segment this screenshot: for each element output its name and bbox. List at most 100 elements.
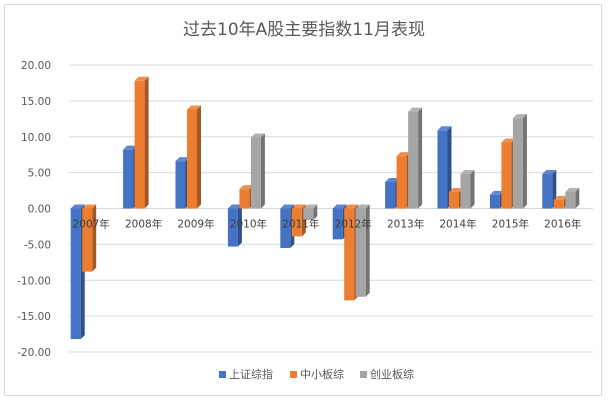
bar-side — [197, 105, 201, 209]
bar — [565, 187, 580, 209]
bar-top — [291, 204, 306, 209]
legend-label: 中小板综 — [300, 367, 344, 381]
y-tick-label: 5.00 — [28, 168, 51, 180]
bar-front — [70, 208, 81, 340]
bar-top — [385, 177, 400, 182]
legend-swatch — [360, 371, 367, 378]
bar-front — [227, 208, 238, 247]
bar-front — [542, 174, 553, 209]
bar-front — [460, 174, 471, 209]
bar-front — [187, 109, 197, 209]
bar — [187, 105, 201, 209]
y-tick-label: -5.00 — [24, 239, 51, 251]
bar-side — [522, 114, 527, 209]
y-tick-label: 0.00 — [28, 204, 51, 216]
y-tick-label: 10.00 — [21, 132, 51, 144]
bar-front — [250, 137, 261, 209]
bar-top — [542, 170, 557, 175]
bar-front — [501, 142, 512, 209]
bar-side — [447, 126, 452, 209]
legend: 上证综指 中小板综 创业板综 — [219, 367, 414, 381]
bar — [355, 204, 370, 297]
bar-top — [332, 204, 347, 209]
bar-top — [449, 187, 463, 192]
y-tick-label: 20.00 — [21, 60, 51, 72]
bar-top — [408, 107, 423, 112]
bar-front — [123, 149, 134, 209]
legend-label: 上证综指 — [229, 367, 273, 381]
bar-front — [437, 130, 448, 209]
bars — [70, 76, 580, 340]
bar-front — [175, 161, 186, 209]
legend-label: 创业板综 — [370, 367, 414, 381]
y-tick-label: -15.00 — [17, 311, 51, 323]
bar-top — [355, 204, 370, 209]
bar-front — [396, 156, 407, 209]
bar — [227, 204, 242, 247]
x-category-label: 2010年 — [230, 218, 267, 231]
x-category-label: 2007年 — [73, 218, 110, 231]
bar-side — [365, 204, 370, 297]
bar-front — [408, 111, 419, 209]
bar — [512, 114, 527, 209]
bar-front — [134, 80, 145, 209]
bar-top — [239, 185, 254, 190]
x-axis-category-labels: 2007年 2008年 2009年 2010年 2011年 2012年 2013年 2014年… — [73, 218, 582, 231]
bar-front — [344, 208, 355, 301]
bar-front — [385, 181, 396, 209]
bar-top — [489, 190, 504, 195]
bar-front — [565, 191, 576, 209]
bar — [437, 126, 452, 209]
x-category-label: 2008年 — [125, 218, 162, 231]
bar — [408, 107, 423, 209]
bar-side — [418, 107, 423, 209]
bar-front — [449, 191, 459, 209]
bar-top — [134, 76, 149, 81]
bar-top — [553, 195, 568, 200]
bar — [250, 133, 265, 209]
bar-front — [303, 208, 314, 220]
x-category-label: 2015年 — [492, 218, 529, 231]
bar — [460, 170, 475, 209]
bar-side — [470, 170, 475, 209]
bar-top — [187, 105, 201, 110]
x-category-label: 2011年 — [282, 218, 319, 231]
legend-swatch — [219, 371, 226, 378]
x-category-label: 2013年 — [387, 218, 424, 231]
x-category-label: 2014年 — [439, 218, 476, 231]
bar — [303, 204, 318, 220]
bar-front — [512, 118, 523, 209]
bar-top — [250, 133, 265, 138]
bar-side — [260, 133, 265, 209]
y-tick-label: -20.00 — [17, 347, 51, 359]
bar-front — [355, 208, 366, 297]
bar-front — [489, 194, 500, 209]
bar-top — [82, 204, 97, 209]
y-tick-label: 15.00 — [21, 96, 51, 108]
chart-frame: 过去10年A股主要指数11月表现 20.00 15.00 10.00 5.00 0.00… — [4, 4, 602, 396]
bar-side — [144, 76, 149, 209]
bar-front — [553, 199, 564, 209]
bar-front — [239, 189, 250, 209]
bar — [82, 204, 97, 272]
bar-top — [303, 204, 318, 209]
x-category-label: 2009年 — [177, 218, 214, 231]
legend-swatch — [290, 371, 297, 378]
bar-top — [501, 138, 516, 143]
bar — [134, 76, 149, 209]
bar-side — [92, 204, 97, 272]
x-category-label: 2012年 — [335, 218, 372, 231]
bar-top — [280, 204, 295, 209]
bar-front — [82, 208, 93, 272]
bar-top — [396, 152, 411, 157]
bar-side — [237, 204, 242, 247]
bar-top — [123, 145, 138, 150]
bar-top — [460, 170, 475, 175]
bar-top — [227, 204, 242, 209]
x-category-label: 2016年 — [544, 218, 581, 231]
bar-side — [575, 187, 580, 209]
grid-lines — [69, 64, 593, 353]
y-tick-label: -10.00 — [17, 275, 51, 287]
bar-side — [313, 204, 318, 220]
bar-front — [291, 208, 302, 237]
